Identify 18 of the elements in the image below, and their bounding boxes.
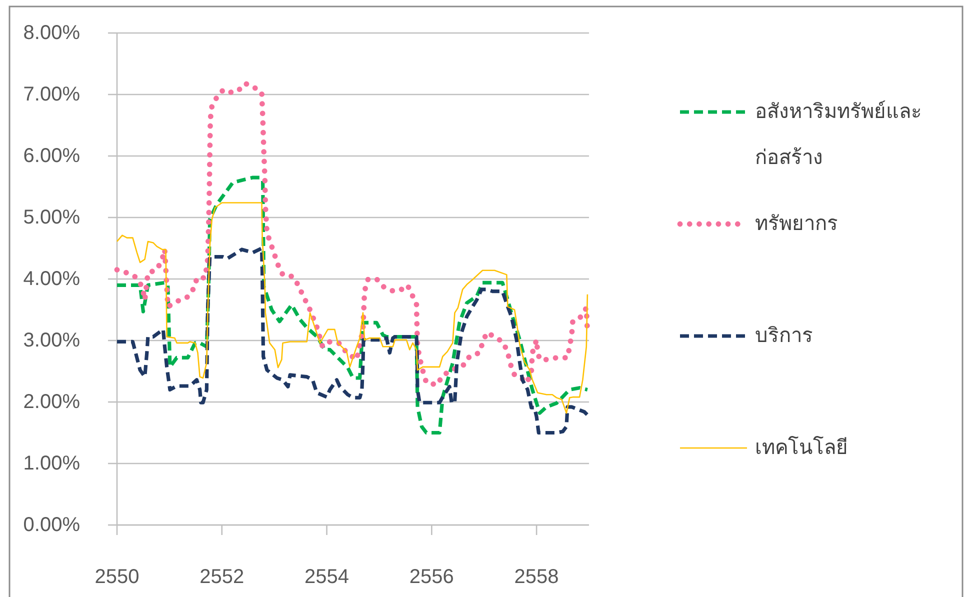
y-tick-label: 6.00% xyxy=(23,145,80,167)
y-tick-label: 2.00% xyxy=(23,391,80,413)
y-tick-label: 3.00% xyxy=(23,330,80,352)
y-tick-label: 5.00% xyxy=(23,206,80,228)
legend-label: อสังหาริมทรัพย์และก่อสร้าง xyxy=(755,100,923,171)
x-tick-label: 2550 xyxy=(94,566,140,588)
y-tick-label: 8.00% xyxy=(23,22,80,44)
y-tick-label: 0.00% xyxy=(23,514,80,536)
legend-label: บริการ xyxy=(755,324,814,349)
legend-label: เทคโนโลยี xyxy=(755,435,849,461)
legend-label: ทรัพยากร xyxy=(755,212,839,237)
x-tick-label: 2556 xyxy=(409,566,454,588)
x-tick-label: 2554 xyxy=(304,566,350,588)
x-tick-label: 2558 xyxy=(514,566,559,588)
y-tick-label: 4.00% xyxy=(23,268,80,290)
x-tick-label: 2552 xyxy=(200,566,244,588)
y-tick-label: 1.00% xyxy=(23,452,80,474)
y-tick-label: 7.00% xyxy=(23,84,80,106)
